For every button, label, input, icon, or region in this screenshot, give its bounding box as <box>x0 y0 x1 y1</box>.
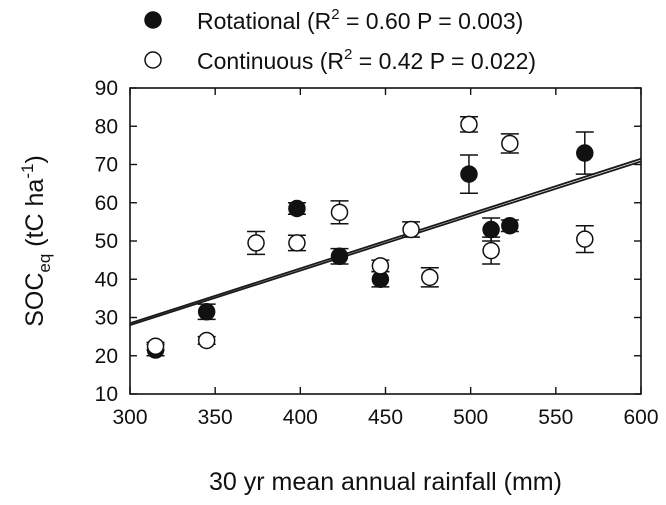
data-point-continuous <box>146 337 165 355</box>
y-tick-label: 90 <box>95 77 118 100</box>
regression-line <box>129 157 642 325</box>
x-tick-label: 500 <box>453 406 488 429</box>
x-tick-label: 350 <box>198 406 233 429</box>
data-point-continuous <box>501 134 519 153</box>
series-continuous <box>146 115 594 355</box>
x-tick-label: 550 <box>538 406 573 429</box>
data-point-continuous <box>288 234 306 252</box>
y-tick-label: 40 <box>95 268 118 291</box>
y-tick-label: 10 <box>95 383 118 406</box>
legend: Rotational (R2 = 0.60 P = 0.003) Continu… <box>144 6 536 74</box>
fit-lines <box>129 157 642 327</box>
y-tick-label: 70 <box>95 154 118 177</box>
data-point-continuous <box>197 331 216 350</box>
x-tick-label: 400 <box>283 406 318 429</box>
y-tick-label: 30 <box>95 307 118 330</box>
data-point-continuous <box>421 268 439 287</box>
data-point-continuous <box>482 241 500 260</box>
data-point-continuous <box>460 115 478 134</box>
data-point-rotational <box>576 144 594 162</box>
data-point-rotational <box>330 247 349 266</box>
data-point-rotational <box>482 220 500 239</box>
legend-marker-continuous <box>144 51 162 69</box>
x-tick-label: 300 <box>112 406 147 429</box>
data-point-rotational <box>460 165 478 183</box>
legend-label-continuous: Continuous (R2 = 0.42 P = 0.022) <box>197 46 536 74</box>
data-point-continuous <box>330 203 349 222</box>
axis-ticks: 300 350 400 450 500 550 600 10 20 30 40 50 60 70 80 90 <box>95 77 659 429</box>
x-tick-label: 600 <box>623 406 658 429</box>
y-tick-label: 20 <box>95 345 118 368</box>
y-axis-title: SOCeq (tC ha-1) <box>18 155 54 327</box>
y-tick-label: 60 <box>95 192 118 215</box>
data-point-continuous <box>402 220 420 239</box>
legend-marker-rotational <box>144 11 162 29</box>
regression-line <box>129 160 642 327</box>
data-point-rotational <box>288 199 306 218</box>
x-axis-title: 30 yr mean annual rainfall (mm) <box>209 468 562 496</box>
data-point-rotational <box>197 303 216 321</box>
x-tick-label: 450 <box>368 406 403 429</box>
y-tick-label: 80 <box>95 115 118 138</box>
y-tick-label: 50 <box>95 230 118 253</box>
legend-label-rotational: Rotational (R2 = 0.60 P = 0.003) <box>197 6 523 34</box>
data-points <box>146 115 594 359</box>
data-point-rotational <box>501 216 519 235</box>
data-point-continuous <box>371 257 390 275</box>
data-point-continuous <box>247 234 265 252</box>
data-point-continuous <box>576 230 594 248</box>
